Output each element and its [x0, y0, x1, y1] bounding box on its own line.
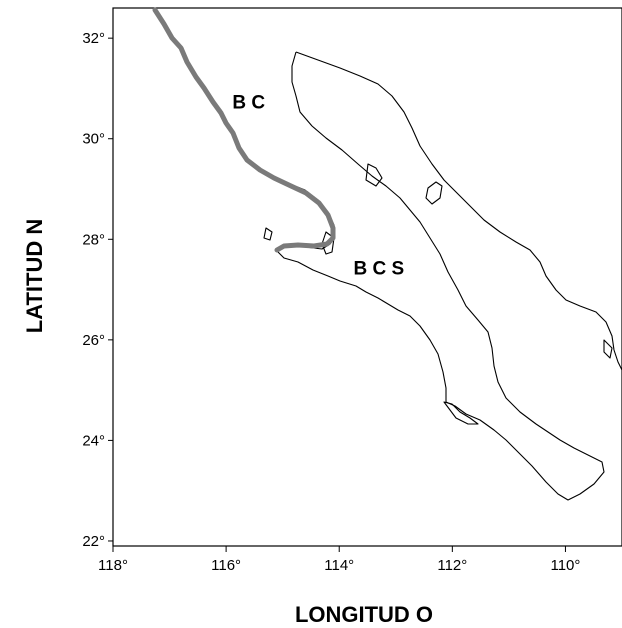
gulf-island [425, 181, 443, 205]
x-tick-label: 118° [98, 557, 128, 574]
magdalena-island [443, 401, 479, 425]
gulf-island-2 [365, 163, 383, 187]
region-label: B C [232, 93, 265, 114]
y-axis-ticks: 32° 30° 28° 26° 24° 22° [82, 30, 113, 550]
y-tick-label: 30° [82, 131, 105, 148]
x-axis-title: LONGITUD O [295, 602, 433, 627]
y-tick-label: 22° [82, 533, 105, 550]
y-tick-label: 32° [82, 30, 105, 47]
x-tick-label: 110° [550, 557, 580, 574]
pacific-island [263, 227, 273, 241]
plot-frame [112, 7, 622, 547]
y-tick-label: 24° [82, 432, 105, 449]
region-label: B C S [353, 258, 404, 279]
x-tick-label: 112° [437, 557, 467, 574]
y-tick-label: 26° [82, 332, 105, 349]
y-axis-title: LATITUD N [22, 219, 47, 333]
x-tick-label: 116° [211, 557, 241, 574]
x-tick-label: 114° [324, 557, 354, 574]
sinaloa-inlet [603, 339, 613, 359]
x-axis-ticks: 118° 116° 114° 112° 110° [98, 546, 580, 574]
region-labels: B C B C S [232, 93, 404, 280]
survey-track [152, 7, 336, 253]
mainland-coastline [295, 51, 622, 371]
y-tick-label: 28° [82, 231, 105, 248]
